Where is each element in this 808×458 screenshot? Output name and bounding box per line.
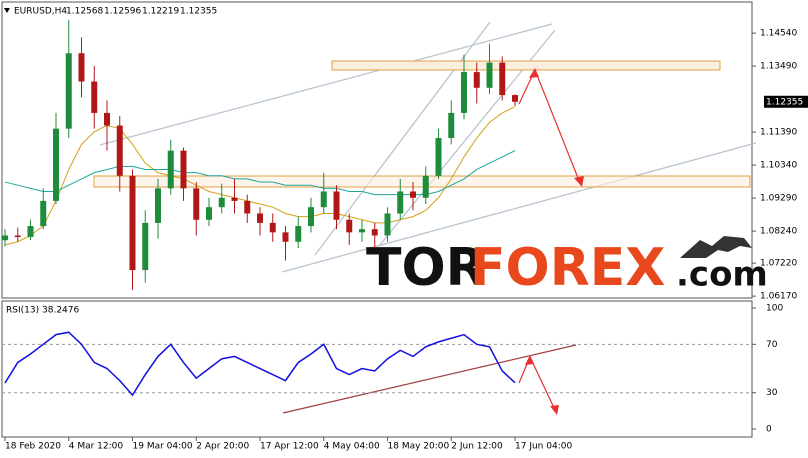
header-low: 1.12219 [142, 7, 179, 17]
candle-body [142, 222, 149, 271]
y-tick-label: 1.11390 [760, 128, 797, 138]
candle-body [499, 62, 506, 96]
candle-body [422, 175, 429, 198]
candle-body [359, 229, 365, 233]
candle-body [14, 235, 21, 238]
watermark-text: TOR [366, 238, 486, 298]
y-tick-label: 1.09290 [760, 194, 797, 204]
y-tick-label: 1.06170 [760, 292, 797, 302]
current-price-label: 1.12355 [766, 97, 803, 107]
y-tick-label: 1.13490 [760, 62, 797, 72]
rsi-line [4, 331, 516, 397]
rsi-value: 38.2476 [42, 306, 79, 316]
candle-body [384, 213, 391, 236]
x-tick-label: 17 Apr 12:00 [260, 442, 319, 452]
candle-body [40, 200, 47, 227]
x-tick-label: 18 Feb 2020 [5, 442, 61, 452]
watermark-text: FOREX [470, 238, 665, 298]
candle-body [461, 72, 467, 113]
header-high: 1.12596 [104, 7, 141, 17]
candle-body [371, 229, 378, 236]
candle-body [320, 191, 327, 208]
candle-body [206, 207, 212, 220]
candle-body [295, 226, 302, 242]
candle-body [231, 197, 238, 201]
rsi-title: RSI(13) [6, 306, 39, 316]
header-icon [4, 8, 10, 13]
arrow-head [550, 405, 559, 415]
arrow-head [574, 176, 584, 187]
candle-body [397, 191, 404, 214]
y-tick-label: 70 [766, 340, 778, 350]
chart-title: EURUSD,H4 [14, 7, 67, 17]
candle-body [193, 188, 200, 220]
arrow-head [529, 68, 539, 78]
candle-body [512, 95, 518, 102]
y-tick-label: 100 [766, 304, 783, 314]
x-tick-label: 2 Apr 20:00 [196, 442, 249, 452]
candle-body [116, 125, 123, 176]
rsi-panel [1, 300, 753, 438]
candle-body [167, 150, 174, 189]
candle-body [104, 112, 110, 126]
candle-body [65, 53, 72, 129]
rsi-trendline [282, 344, 577, 414]
candle-body [410, 191, 416, 198]
candle-body [129, 175, 136, 271]
y-tick-label: 1.10340 [760, 161, 797, 171]
candle-body [473, 72, 480, 88]
candle-body [78, 53, 85, 82]
y-tick-label: 1.14540 [760, 29, 797, 39]
x-tick-label: 18 May 20:00 [388, 442, 450, 452]
candle-body [435, 138, 442, 176]
moving-average [4, 150, 516, 196]
candle-body [346, 219, 353, 233]
candle-body [282, 232, 289, 242]
price-label-bg [764, 95, 808, 108]
channel-line [281, 142, 757, 273]
y-tick-label: 0 [766, 425, 772, 435]
header-close: 1.12355 [180, 7, 217, 17]
channel-line [99, 23, 553, 146]
main-panel [1, 1, 753, 299]
candle-body [257, 213, 263, 223]
x-tick-label: 4 Mar 12:00 [69, 442, 124, 452]
candle-body [180, 150, 187, 189]
candle-body [53, 128, 59, 201]
support-zone [93, 175, 751, 188]
candle-body [333, 191, 340, 220]
header-open: 1.12568 [66, 7, 103, 17]
x-tick-label: 19 Mar 04:00 [133, 442, 193, 452]
candle-body [91, 81, 98, 113]
candle-body [2, 235, 8, 241]
resistance-zone [331, 60, 721, 71]
candle-body [448, 112, 455, 139]
bull-logo [680, 236, 752, 258]
moving-average [4, 106, 516, 246]
candle-body [486, 62, 493, 88]
arrow-head [525, 355, 534, 365]
candle-body [218, 197, 225, 208]
x-tick-label: 17 Jun 04:00 [515, 442, 572, 452]
candle-body [244, 200, 251, 214]
candle-body [27, 226, 34, 238]
candle-body [308, 207, 314, 227]
x-tick-label: 4 May 04:00 [324, 442, 380, 452]
annotations [4, 21, 757, 415]
y-tick-label: 1.07220 [760, 259, 797, 269]
y-tick-label: 30 [766, 388, 778, 398]
x-tick-label: 2 Jun 12:00 [451, 442, 503, 452]
watermark: TOR FOREX .com [366, 236, 768, 298]
candle-body [155, 188, 161, 223]
candle-body [269, 222, 276, 233]
watermark-text: .com [676, 255, 768, 295]
y-tick-label: 1.08240 [760, 227, 797, 237]
